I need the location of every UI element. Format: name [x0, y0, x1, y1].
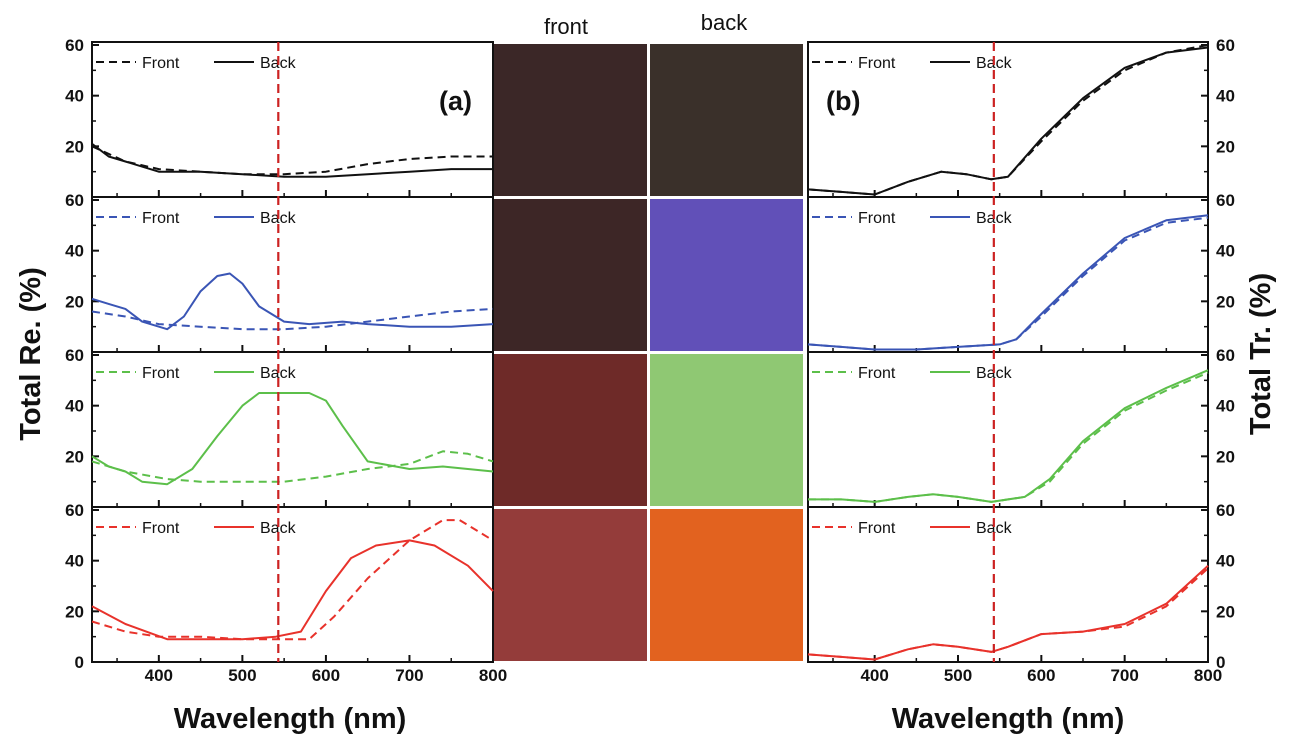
x-tick-label: 700: [395, 666, 423, 685]
y-tick-label: 40: [65, 552, 84, 571]
series-front-line: [91, 450, 494, 483]
y-tick-label: 60: [65, 191, 84, 210]
x-tick-label: 800: [1194, 666, 1222, 685]
x-axis-title-b: Wavelength (nm): [892, 703, 1125, 735]
legend-back-label: Back: [976, 365, 1013, 382]
photo-back-row-4: [650, 509, 803, 661]
legend-front-label: Front: [142, 520, 180, 537]
y-tick-label: 40: [1216, 397, 1235, 416]
x-tick-label: 600: [312, 666, 340, 685]
y-tick-label: 20: [65, 447, 84, 466]
panel-letter: (b): [826, 86, 860, 116]
plot-frame: [91, 506, 494, 663]
photo-back-row-3: [650, 354, 803, 506]
photo-grid: [494, 44, 803, 661]
series-back-line: [91, 392, 494, 486]
right-y-axis-title: Total Tr. (%): [1245, 273, 1277, 435]
photo-front-row-1: [494, 44, 647, 196]
y-tick-label: 20: [1216, 292, 1235, 311]
legend-front-label: Front: [858, 55, 896, 72]
series-back-line: [808, 369, 1209, 503]
y-tick-label: 20: [65, 602, 84, 621]
panel-b-row-3: 20 40 60 Front Back: [807, 346, 1235, 508]
y-tick-label: 20: [1216, 137, 1235, 156]
panel-b-transmittance: 20 40 60 Front Back (b) 20 40 60 Front Back 20 40 60 F…: [807, 36, 1235, 685]
legend-front-label: Front: [858, 520, 896, 537]
series-back-line: [91, 143, 493, 178]
x-tick-label: 700: [1110, 666, 1138, 685]
panel-a-row-4: 0 20 40 60 400 500 600 700 800 Front Back: [65, 501, 507, 685]
legend-back-label: Back: [260, 520, 297, 537]
y-tick-label: 40: [1216, 552, 1235, 571]
x-tick-label: 500: [944, 666, 972, 685]
x-axis-title-a: Wavelength (nm): [174, 703, 407, 735]
y-tick-label: 40: [65, 242, 84, 261]
y-tick-label: 60: [1216, 501, 1235, 520]
series-back-line: [91, 272, 494, 331]
photo-front-row-2: [494, 199, 647, 351]
left-y-axis-title: Total Re. (%): [15, 267, 47, 440]
series-back-line: [807, 564, 1209, 661]
x-tick-label: 500: [228, 666, 256, 685]
panel-b-row-4: 0 20 40 60 400 500 600 700 800 Front Back: [807, 501, 1235, 685]
y-tick-label: 20: [1216, 602, 1235, 621]
legend-front-label: Front: [142, 365, 180, 382]
photo-header-back: back: [701, 10, 748, 35]
y-tick-label: 60: [65, 346, 84, 365]
panel-letter: (a): [439, 86, 472, 116]
series-back-line: [807, 214, 1209, 351]
panel-a-row-3: 20 40 60 Front Back: [65, 346, 494, 508]
legend-front-label: Front: [142, 210, 180, 227]
photo-back-row-1: [650, 44, 803, 196]
plot-frame: [807, 506, 1209, 663]
panel-a-reflectance: 20 40 60 Front Back (a) 20 40 60 Front Back 20 40 60 F…: [65, 36, 507, 685]
legend-back-label: Back: [260, 365, 297, 382]
x-tick-label: 400: [860, 666, 888, 685]
y-tick-label: 0: [75, 653, 84, 672]
y-tick-label: 40: [65, 87, 84, 106]
series-front-line: [91, 145, 493, 176]
series-back-line: [91, 539, 494, 641]
y-tick-label: 20: [65, 137, 84, 156]
y-tick-label: 20: [1216, 447, 1235, 466]
x-tick-label: 400: [145, 666, 173, 685]
legend-front-label: Front: [858, 365, 896, 382]
legend-back-label: Back: [976, 520, 1013, 537]
legend-front-label: Front: [142, 55, 180, 72]
legend-front-label: Front: [858, 210, 896, 227]
photo-back-row-2: [650, 199, 803, 351]
x-tick-label: 600: [1027, 666, 1055, 685]
series-front-line: [91, 519, 494, 641]
photo-front-row-3: [494, 354, 647, 506]
y-tick-label: 60: [65, 36, 84, 55]
y-tick-label: 0: [1216, 653, 1225, 672]
y-tick-label: 60: [65, 501, 84, 520]
y-tick-label: 40: [65, 397, 84, 416]
y-tick-label: 60: [1216, 346, 1235, 365]
y-tick-label: 20: [65, 292, 84, 311]
series-front-line: [807, 216, 1209, 351]
photo-header-front: front: [544, 14, 588, 39]
series-back-line: [807, 46, 1209, 196]
y-tick-label: 40: [1216, 242, 1235, 261]
y-tick-label: 60: [1216, 191, 1235, 210]
y-tick-label: 60: [1216, 36, 1235, 55]
series-front-line: [808, 371, 1209, 503]
x-tick-label: 800: [479, 666, 507, 685]
photo-front-row-4: [494, 509, 647, 661]
series-front-line: [91, 307, 494, 331]
y-tick-label: 40: [1216, 87, 1235, 106]
